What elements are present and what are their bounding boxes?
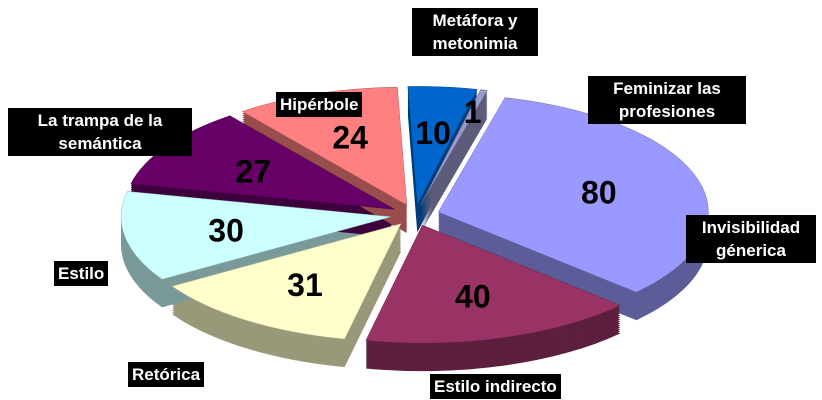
slice-side [420,101,488,217]
slice-side [420,113,488,229]
category-label: Estilo indirecto [430,374,561,399]
slice [420,89,488,205]
value-label: 80 [581,175,617,211]
category-label: Invisibilidad génerica [686,215,816,263]
slice-side [420,97,488,213]
slice [171,223,402,340]
slice-side [420,99,488,215]
slice [407,86,478,206]
category-label: Retórica [128,362,205,387]
category-label: Estilo [54,261,109,286]
slice [365,224,622,344]
value-label: 30 [208,213,244,249]
value-label: 1 [464,94,482,130]
value-label: 10 [415,115,451,151]
value-label: 27 [235,154,271,190]
category-label: Hipérbole [276,92,363,117]
slice-side [420,111,488,227]
category-label: Metáfora y metonimia [412,8,538,56]
value-label: 24 [332,120,368,156]
slice-side [420,117,488,233]
value-label: 40 [455,278,491,314]
slice-side [420,103,488,219]
slice [120,191,392,280]
slice-side [420,109,488,225]
category-label: La trampa de la semántica [8,108,192,156]
value-label: 31 [287,267,323,303]
slice-side [420,107,488,223]
slice-side [420,115,488,231]
slice-side [420,105,488,221]
slice-side [420,95,488,211]
slice-side [420,91,488,207]
slice [437,97,709,293]
category-label: Feminizar las profesiones [588,76,746,124]
slice-side [420,93,488,209]
